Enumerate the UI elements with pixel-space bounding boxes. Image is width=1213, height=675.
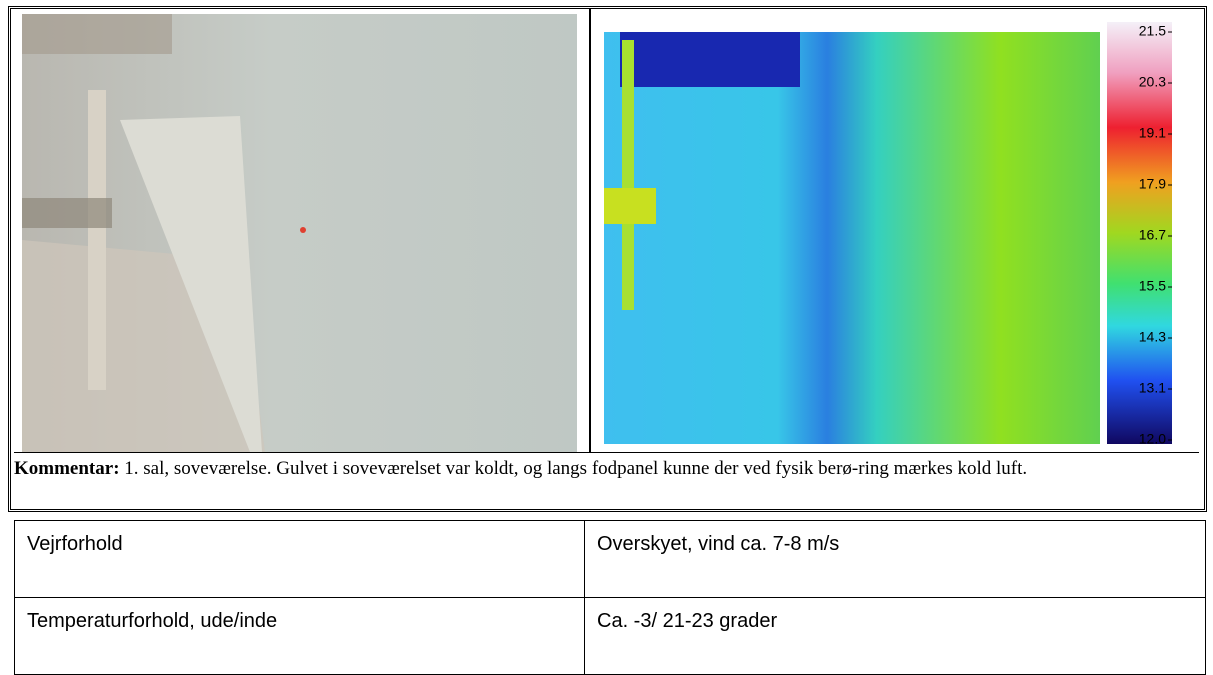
scale-label: 14.3 — [1139, 329, 1166, 345]
scale-label: 16.7 — [1139, 227, 1166, 243]
comment-label: Kommentar: — [14, 458, 120, 479]
thermal-chair — [622, 40, 634, 310]
chair-seat — [22, 198, 112, 228]
table-cell: Vejrforhold — [15, 521, 585, 598]
scale-label: 21.5 — [1139, 23, 1166, 39]
scale-label: 15.5 — [1139, 278, 1166, 294]
scale-label: 12.0 — [1139, 431, 1166, 447]
table-cell: Temperaturforhold, ude/inde — [15, 598, 585, 675]
comment: Kommentar: 1. sal, soveværelse. Gulvet i… — [14, 452, 1199, 482]
page: 21.5 20.3 19.1 17.9 16.7 15.5 14.3 13.1 12.0 Kom… — [0, 0, 1213, 669]
scale-label: 20.3 — [1139, 74, 1166, 90]
table-cell: Ca. -3/ 21-23 grader — [585, 598, 1206, 675]
scale-label: 19.1 — [1139, 125, 1166, 141]
images: 21.5 20.3 19.1 17.9 16.7 15.5 14.3 13.1 12.0 — [0, 0, 1213, 460]
comment-text: 1. sal, soveværelse. Gulvet i soveværels… — [124, 458, 1027, 479]
table-cell: Overskyet, vind ca. 7-8 m/s — [585, 521, 1206, 598]
thermal-image — [604, 32, 1100, 444]
shelf — [22, 14, 172, 54]
thermal-chair-seat — [604, 188, 656, 224]
chair-leg — [88, 90, 106, 390]
laser-dot — [300, 227, 306, 233]
thermal-cold-zone — [620, 32, 800, 87]
scale-label: 17.9 — [1139, 176, 1166, 192]
scale-label: 13.1 — [1139, 380, 1166, 396]
